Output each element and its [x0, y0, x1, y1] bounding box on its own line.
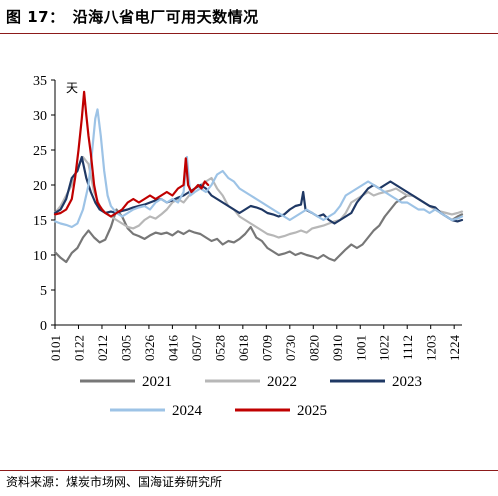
x-tick-label: 0326 [142, 335, 157, 362]
y-tick-label: 35 [33, 74, 47, 89]
chart-series [53, 90, 464, 264]
legend-label-2024: 2024 [172, 403, 203, 419]
x-tick-label: 1112 [400, 335, 415, 360]
y-tick-label: 20 [33, 179, 47, 194]
x-tick-label: 1203 [424, 335, 439, 361]
legend-label-2023: 2023 [392, 374, 422, 390]
x-tick-label: 0305 [118, 335, 133, 361]
chart-axes: 0 5 10 15 20 25 30 35 天 0101 0122 0212 0305 0326 0416 0… [33, 74, 462, 361]
y-tick-label: 25 [33, 144, 47, 159]
x-tick-label: 0122 [71, 335, 86, 361]
legend-label-2021: 2021 [142, 374, 172, 390]
y-tick-label: 15 [33, 214, 47, 229]
source-note: 资料来源：煤炭市场网、国海证券研究所 [6, 475, 223, 489]
x-tick-label: 1224 [447, 335, 462, 362]
y-tick-label: 30 [33, 109, 47, 124]
series-line-2022 [53, 155, 464, 239]
y-tick-label: 0 [40, 319, 47, 334]
x-tick-label: 0730 [283, 335, 298, 361]
x-tick-label: 1022 [377, 335, 392, 361]
legend-label-2025: 2025 [297, 403, 327, 419]
y-axis-label: 天 [66, 81, 78, 95]
series-line-2021 [53, 194, 464, 264]
x-tick-label: 0528 [212, 335, 227, 361]
series-line-2024 [53, 108, 464, 229]
x-tick-label: 0212 [95, 335, 110, 361]
series-line-2025 [53, 90, 210, 218]
chart-legend: 2021 2022 2023 2024 2025 [80, 374, 422, 419]
y-tick-label: 10 [33, 249, 47, 264]
x-tick-label: 0101 [48, 335, 63, 361]
y-tick-label: 5 [40, 284, 47, 299]
x-tick-label: 0416 [165, 335, 180, 362]
title-divider [0, 33, 498, 34]
x-tick-label: 0709 [259, 335, 274, 361]
x-tick-label: 0618 [236, 335, 251, 361]
x-tick-label: 1001 [353, 335, 368, 361]
x-tick-label: 0910 [330, 335, 345, 361]
x-tick-label: 0507 [189, 335, 204, 362]
legend-label-2022: 2022 [267, 374, 297, 390]
source-divider [0, 470, 498, 471]
figure-title: 图 17： 沿海八省电厂可用天数情况 [6, 8, 259, 26]
x-tick-label: 0820 [306, 335, 321, 361]
